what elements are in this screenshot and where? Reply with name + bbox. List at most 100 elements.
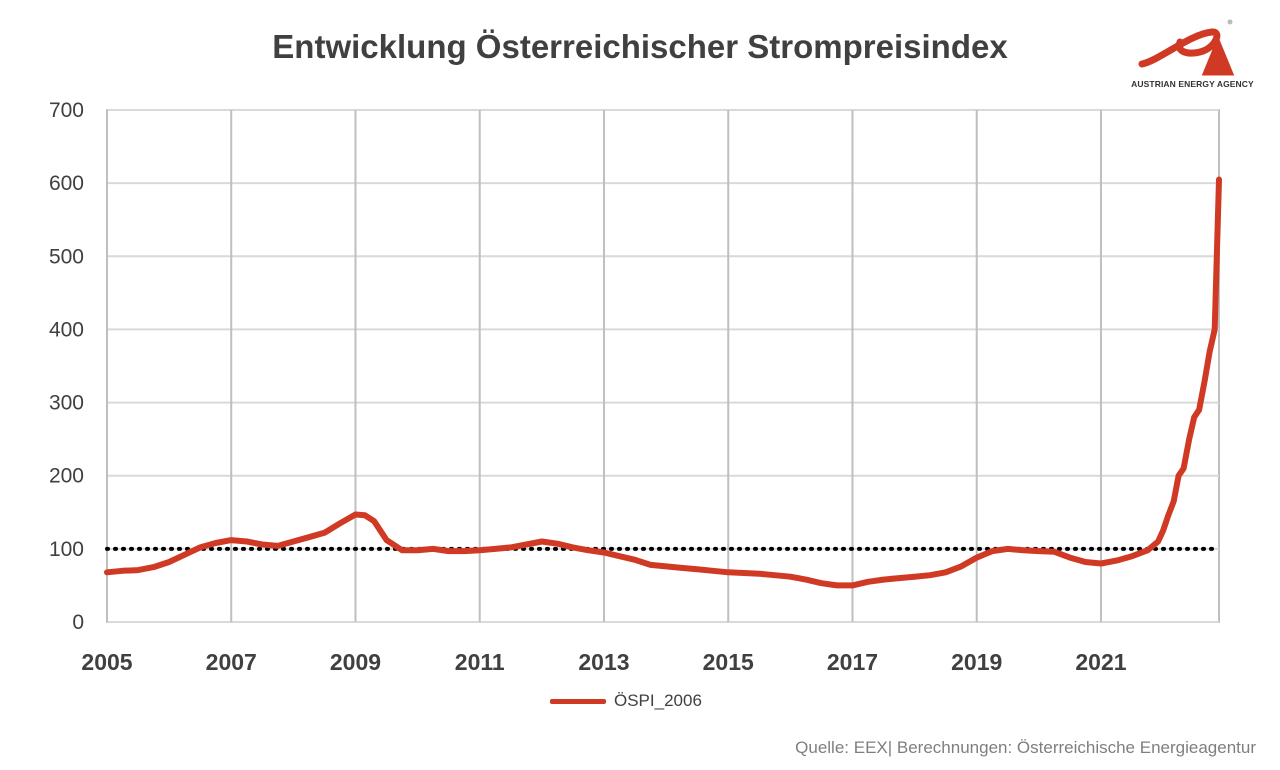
data-point (1167, 515, 1169, 517)
data-point (230, 539, 232, 541)
data-point (184, 554, 186, 556)
x-tick-label: 2009 (330, 649, 381, 675)
data-point (1183, 467, 1185, 469)
data-point (945, 571, 947, 573)
x-tick-label: 2011 (455, 649, 505, 675)
data-point (1209, 350, 1211, 352)
data-point (914, 576, 916, 578)
y-tick-label: 200 (49, 465, 84, 488)
grid (106, 109, 1220, 623)
y-tick-label: 400 (49, 318, 84, 341)
legend: ÖSPI_2006 (550, 688, 702, 714)
data-point (153, 566, 155, 568)
data-point (122, 570, 124, 572)
data-point (681, 567, 683, 569)
data-point (364, 514, 366, 516)
data-point (354, 513, 356, 515)
data-point (758, 573, 760, 575)
data-point (541, 541, 543, 543)
data-point (1038, 550, 1040, 552)
data-point (1178, 475, 1180, 477)
logo-swoosh (1138, 28, 1221, 68)
data-point (401, 549, 403, 551)
legend-swatch (550, 698, 606, 704)
y-tick-label: 600 (49, 172, 84, 195)
y-tick-label: 300 (49, 392, 84, 415)
series-line (104, 176, 1222, 589)
data-point (277, 545, 279, 547)
x-tick-label: 2005 (81, 649, 132, 675)
logo-text: AUSTRIAN ENERGY AGENCY (1131, 79, 1254, 89)
data-point (883, 579, 885, 581)
data-point (650, 564, 652, 566)
data-point (308, 536, 310, 538)
data-point (479, 549, 481, 551)
data-point (603, 552, 605, 554)
data-point (696, 568, 698, 570)
data-point (712, 570, 714, 572)
data-point (727, 571, 729, 573)
x-tick-label: 2007 (206, 649, 257, 675)
x-tick-label: 2019 (951, 649, 1002, 675)
data-point (448, 550, 450, 552)
x-tick-label: 2017 (827, 649, 878, 675)
data-point (805, 579, 807, 581)
data-point (1084, 561, 1086, 563)
y-tick-label: 500 (49, 245, 84, 268)
data-point (106, 571, 108, 573)
data-point (836, 584, 838, 586)
data-point (1218, 178, 1220, 180)
data-point (261, 543, 263, 545)
data-point (898, 577, 900, 579)
data-point (1204, 380, 1206, 382)
data-point (774, 574, 776, 576)
data-point (1162, 530, 1164, 532)
data-point (1115, 560, 1117, 562)
data-point (789, 576, 791, 578)
data-point (572, 546, 574, 548)
data-point (1131, 555, 1133, 557)
data-point (619, 555, 621, 557)
y-tick-label: 700 (49, 99, 84, 122)
data-point (634, 559, 636, 561)
data-point (463, 550, 465, 552)
data-point (339, 522, 341, 524)
data-point (1214, 328, 1216, 330)
x-tick-label: 2015 (703, 649, 754, 675)
data-point (417, 549, 419, 551)
data-point (867, 581, 869, 583)
data-point (525, 543, 527, 545)
data-point (1188, 438, 1190, 440)
data-point (929, 574, 931, 576)
data-point (1198, 409, 1200, 411)
data-point (851, 584, 853, 586)
data-point (665, 565, 667, 567)
data-point (976, 557, 978, 559)
data-point (960, 565, 962, 567)
data-point (1193, 416, 1195, 418)
y-axis: 0 100 200 300 400 500 600 700 (49, 99, 84, 634)
data-point (215, 542, 217, 544)
data-point (292, 541, 294, 543)
chart-title: Entwicklung Österreichischer Strompreisi… (272, 28, 1008, 65)
x-axis: 2005 2007 2009 2011 2013 2015 2017 2019 2021 (81, 649, 1126, 675)
x-tick-label: 2013 (578, 649, 629, 675)
legend-label: ÖSPI_2006 (614, 691, 702, 710)
data-point (1157, 541, 1159, 543)
data-point (386, 539, 388, 541)
data-point (1053, 551, 1055, 553)
data-point (587, 549, 589, 551)
data-point (323, 532, 325, 534)
y-tick-label: 0 (72, 611, 84, 634)
data-point (246, 541, 248, 543)
data-point (1069, 557, 1071, 559)
data-point (373, 520, 375, 522)
data-point (556, 543, 558, 545)
data-point (743, 572, 745, 574)
data-point (1173, 500, 1175, 502)
data-point (432, 548, 434, 550)
data-point (199, 546, 201, 548)
x-tick-label: 2021 (1075, 649, 1126, 675)
data-point (510, 546, 512, 548)
